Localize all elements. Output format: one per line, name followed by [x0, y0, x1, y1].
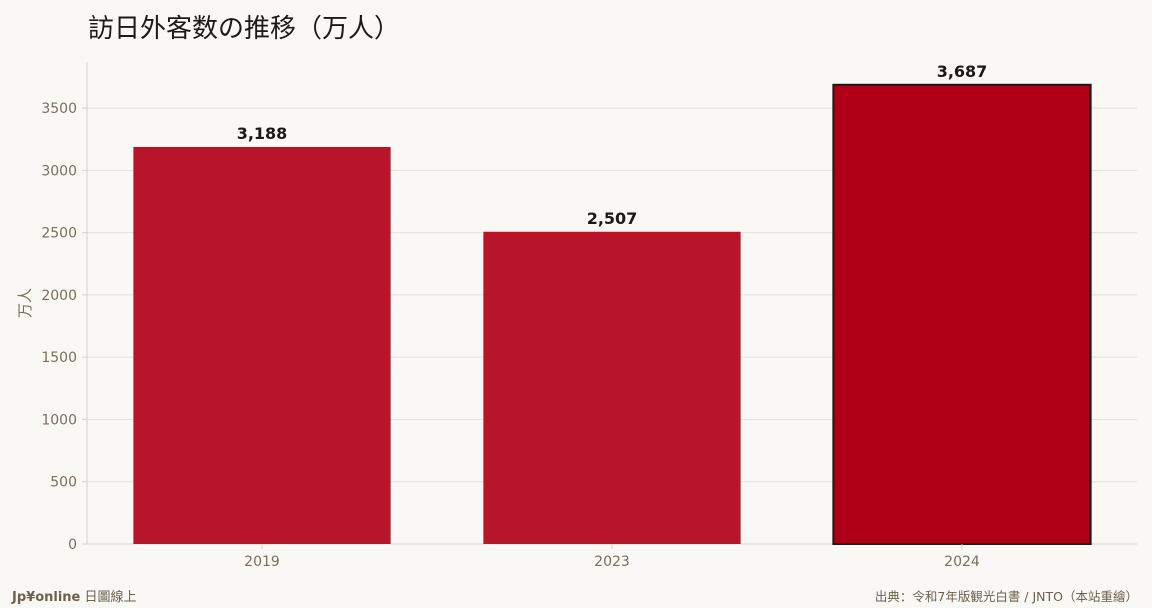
- y-tick-label: 1500: [41, 350, 77, 366]
- chart-title: 訪日外客数の推移（万人）: [88, 14, 401, 44]
- y-tick-label: 2000: [41, 288, 77, 304]
- x-tick-label: 2023: [594, 554, 630, 570]
- y-tick-label: 1000: [41, 412, 77, 428]
- x-tick-label: 2019: [244, 554, 280, 570]
- value-label: 2,507: [587, 209, 638, 228]
- brand-name: Jp¥online: [12, 590, 81, 605]
- x-tick-label: 2024: [944, 554, 980, 570]
- y-tick-label: 3500: [41, 101, 77, 117]
- y-axis-label: 万人: [16, 288, 34, 318]
- brand-suffix: 日圖線上: [80, 590, 137, 605]
- brand-footer: Jp¥online 日圖線上: [12, 586, 137, 605]
- value-label: 3,188: [237, 124, 288, 143]
- bar-2023: [483, 231, 741, 544]
- bar-2019: [133, 146, 391, 545]
- bar-2024: [832, 83, 1092, 546]
- y-tick-label: 2500: [41, 226, 77, 242]
- value-label: 3,687: [937, 62, 988, 81]
- y-tick-label: 0: [68, 537, 77, 553]
- source-footer: 出典：令和7年版観光白書 / JNTO（本站重繪）: [874, 589, 1138, 604]
- y-tick-label: 3000: [41, 163, 77, 179]
- y-tick-label: 500: [50, 475, 77, 491]
